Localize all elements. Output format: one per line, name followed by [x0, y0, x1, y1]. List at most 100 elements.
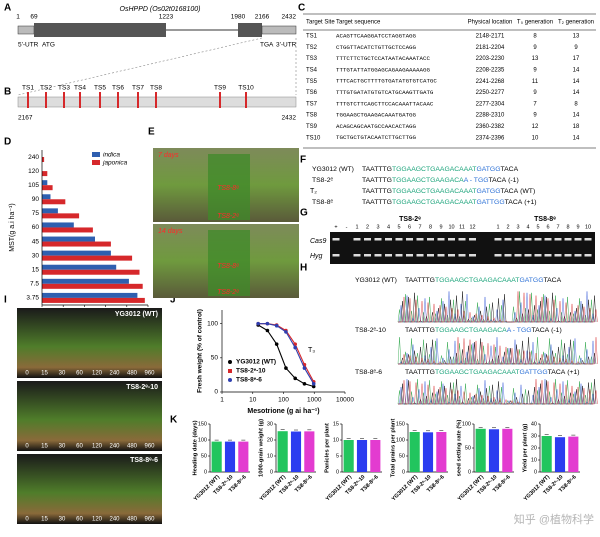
- bar: [42, 194, 51, 200]
- lane-label: 12: [469, 224, 475, 230]
- group-label: TS8-2ᵉ: [399, 216, 421, 223]
- site-label: TS1: [22, 85, 34, 92]
- sequence: TAATTTGTGGAAGCTGAAGACAA - TGGTACA (-1): [405, 327, 562, 334]
- bar: [211, 441, 222, 472]
- y-tick-label: 15: [333, 421, 339, 427]
- panel-label: J: [170, 295, 176, 306]
- panel-label: B: [4, 87, 11, 98]
- gel-band: [504, 238, 512, 241]
- chromatogram-trace: [398, 337, 595, 365]
- utr: [17, 25, 35, 35]
- table-cell: 9: [574, 45, 578, 51]
- y-tick-label: 45: [32, 238, 40, 245]
- y-axis-label: Fresh weight (% of control): [197, 309, 204, 393]
- table-cell: 2374-2396: [476, 135, 505, 141]
- site-marker: [245, 92, 247, 108]
- lane-label: 6: [546, 224, 549, 230]
- gel-band: [385, 238, 392, 241]
- y-tick-label: 60: [32, 224, 40, 231]
- table-cell: 18: [573, 124, 580, 130]
- sequence-part: TGGAAGCTGAAGACA: [392, 177, 464, 184]
- gel-band: [469, 254, 476, 257]
- data-point: [265, 321, 270, 326]
- chromatogram-trace: [398, 291, 597, 323]
- legend-swatch: [92, 152, 100, 157]
- photo-label: TS8-8ᵉ: [217, 185, 239, 192]
- sequence-part: GATTGG: [476, 199, 504, 206]
- table-cell: TS10: [306, 135, 321, 141]
- site-marker: [155, 92, 157, 108]
- dose-label: 60: [76, 444, 83, 450]
- data-point: [311, 382, 316, 386]
- dose-label: 960: [144, 371, 155, 377]
- lane-label: 10: [585, 224, 591, 230]
- data-point: [256, 321, 260, 326]
- chromatogram-trace: [398, 337, 598, 365]
- feature-label: ATG: [42, 42, 55, 49]
- sequence: TAATTTGTGGAAGCTGAAGACAAATGATTGGTACA (+1): [362, 199, 537, 206]
- table-cell: 14: [573, 135, 580, 141]
- gel-band: [332, 254, 340, 257]
- feature-label: 3'-UTR: [276, 42, 297, 49]
- bar: [224, 441, 236, 472]
- table-cell: 9: [533, 90, 537, 96]
- lane-label: 9: [576, 224, 579, 230]
- dose-label: 480: [127, 444, 138, 450]
- sequence-part: TACA: [500, 188, 518, 195]
- sequence-part: GATGG: [476, 188, 500, 195]
- dose-label: 15: [41, 444, 48, 450]
- legend-label: TS8-8ᵉ-6: [236, 377, 262, 384]
- mutation-note: (-1): [551, 327, 562, 334]
- site-label: TS2: [40, 85, 52, 92]
- panel-label: G: [300, 208, 308, 219]
- panel-label: A: [4, 3, 11, 14]
- y-tick-label: 240: [28, 154, 39, 161]
- sequence-part: TACA: [500, 166, 518, 173]
- mutation-note: (+1): [567, 369, 579, 376]
- generation-label: T₃: [308, 347, 315, 354]
- table-cell: TS1: [306, 34, 318, 40]
- y-tick-label: 0: [534, 469, 537, 475]
- chromatogram-trace: [398, 291, 595, 323]
- gene-title: OsHPPD (Os02t0168100): [120, 6, 201, 13]
- bar: [42, 180, 48, 186]
- dose-label: 480: [127, 371, 138, 377]
- y-axis-label: seed setting rate (%): [457, 420, 463, 477]
- bar: [42, 227, 93, 233]
- table-cell: 9: [533, 113, 537, 119]
- table-cell: 2288-2310: [476, 113, 505, 119]
- gel-band: [564, 254, 572, 257]
- legend-label: YG3012 (WT): [236, 359, 276, 366]
- panel-label: C: [298, 3, 305, 14]
- bar: [554, 437, 566, 472]
- table-cell: 11: [532, 79, 539, 85]
- bar: [42, 199, 66, 205]
- y-tick-label: 30: [32, 252, 40, 259]
- site-marker: [219, 92, 221, 108]
- y-tick-label: 5: [336, 453, 339, 459]
- bar: [238, 441, 249, 472]
- gel-image: [330, 232, 595, 264]
- site-marker: [45, 92, 47, 108]
- data-point: [284, 366, 288, 370]
- photo-label: TS8-8ᵉ: [217, 263, 239, 270]
- gel-band: [364, 238, 371, 241]
- lane-label: 1: [355, 224, 358, 230]
- lane-label: 10: [448, 224, 454, 230]
- site-marker: [63, 92, 65, 108]
- range-label: 2167: [18, 115, 33, 122]
- dose-label: 240: [109, 444, 120, 450]
- bar: [42, 222, 74, 228]
- lane-label: 2: [506, 224, 509, 230]
- table-cell: TGGAAGCTGAAGACAAATGATGG: [336, 112, 417, 119]
- exon: [34, 23, 166, 37]
- x-tick-label: 100: [278, 397, 289, 404]
- gene-label: Hyg: [310, 253, 323, 260]
- table-cell: TS8: [306, 113, 318, 119]
- gel-band: [385, 254, 392, 257]
- photo-label: 7 days: [158, 152, 179, 159]
- sequence-part: TGGAAGCTGAAGACAAAT: [392, 166, 476, 173]
- lane-label: 9: [439, 224, 442, 230]
- bar: [42, 171, 48, 177]
- data-point: [293, 376, 297, 381]
